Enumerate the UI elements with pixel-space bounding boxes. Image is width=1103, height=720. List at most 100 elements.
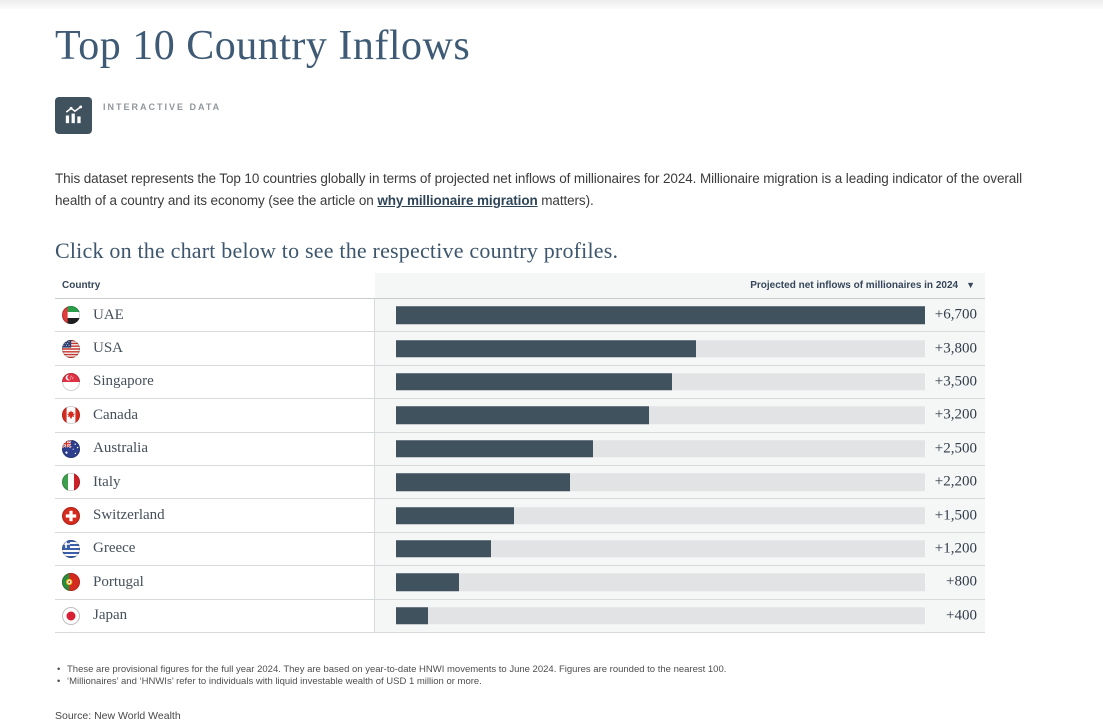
bar-track [396, 440, 925, 458]
country-cell[interactable]: Italy [55, 465, 375, 499]
chart-cell[interactable]: +6,700 [375, 299, 985, 332]
page-title: Top 10 Country Inflows [55, 23, 471, 69]
subheading: Click on the chart below to see the resp… [55, 238, 619, 263]
bar-track [396, 306, 925, 324]
bar-fill [396, 373, 673, 391]
japan-flag-icon [62, 606, 80, 625]
bar-track [396, 540, 925, 558]
bar-fill [396, 339, 697, 358]
chart-cell[interactable]: +2,500 [375, 432, 985, 465]
italy-flag-icon [62, 473, 80, 492]
chart-cell[interactable]: +3,200 [375, 399, 985, 432]
table-row[interactable]: USA +3,800 [55, 332, 985, 366]
country-label: Portugal [93, 573, 144, 590]
uae-flag-icon [62, 306, 80, 325]
bar-fill [396, 506, 515, 525]
country-label: Japan [93, 607, 128, 624]
country-cell[interactable]: Greece [55, 532, 375, 566]
chart-cell[interactable]: +1,500 [375, 499, 985, 532]
table-row[interactable]: Canada +3,200 [55, 399, 985, 433]
bar-value-label: +1,500 [934, 507, 977, 524]
bar-track [396, 573, 925, 592]
chart-cell[interactable]: +2,200 [375, 465, 985, 499]
country-cell[interactable]: Switzerland [55, 499, 375, 532]
sort-descending-icon[interactable]: ▼ [966, 280, 975, 290]
country-label: USA [93, 340, 124, 357]
country-cell[interactable]: Japan [55, 599, 375, 632]
column-header-inflows-label: Projected net inflows of millionaires in… [750, 280, 959, 291]
footnote-item: These are provisional figures for the fu… [55, 664, 1048, 676]
badge-label: INTERACTIVE DATA [103, 102, 222, 112]
switzerland-flag-icon [62, 506, 80, 525]
bar-fill [396, 473, 570, 491]
bar-fill [396, 606, 428, 625]
millionaire-migration-link[interactable]: why millionaire migration [377, 193, 538, 208]
interactive-data-badge: INTERACTIVE DATA [55, 97, 1048, 134]
chart-cell[interactable]: +1,200 [375, 532, 985, 566]
chart-cell[interactable]: +3,800 [375, 332, 985, 365]
country-label: Greece [93, 540, 136, 557]
footnotes-list: These are provisional figures for the fu… [55, 664, 1048, 688]
country-label: Australia [93, 440, 148, 457]
column-header-country: Country [62, 280, 101, 291]
inflows-table: Country Projected net inflows of million… [55, 273, 985, 633]
bar-value-label: +3,500 [934, 373, 977, 390]
country-label: Canada [93, 406, 138, 423]
footnote-item: ‘Millionaires’ and ‘HNWIs’ refer to indi… [55, 676, 1048, 688]
bar-track [396, 506, 925, 525]
country-cell[interactable]: UAE [55, 299, 375, 332]
bar-fill [396, 440, 594, 458]
singapore-flag-icon [62, 372, 80, 391]
chart-cell[interactable]: +3,500 [375, 365, 985, 399]
country-label: Italy [93, 473, 121, 490]
bar-value-label: +2,500 [934, 440, 977, 457]
table-row[interactable]: Switzerland +1,500 [55, 499, 985, 533]
description: This dataset represents the Top 10 count… [55, 168, 1048, 212]
bar-line-chart-icon [55, 97, 92, 134]
bar-track [396, 406, 925, 425]
usa-flag-icon [62, 339, 80, 358]
bar-track [396, 339, 925, 358]
greece-flag-icon [62, 539, 80, 558]
bar-track [396, 606, 925, 625]
table-row[interactable]: Australia +2,500 [55, 432, 985, 466]
country-label: UAE [93, 306, 124, 323]
description-intro: This dataset represents the Top 10 count… [55, 171, 1022, 208]
bar-fill [396, 406, 649, 425]
bar-track [396, 373, 925, 391]
bar-fill [396, 573, 460, 592]
chart-cell[interactable]: +800 [375, 566, 985, 599]
chart-cell[interactable]: +400 [375, 599, 985, 632]
australia-flag-icon [62, 439, 80, 458]
bar-value-label: +3,800 [934, 340, 977, 357]
country-label: Singapore [93, 373, 154, 390]
table-row[interactable]: Japan +400 [55, 599, 985, 633]
country-label: Switzerland [93, 507, 165, 524]
table-row[interactable]: Greece +1,200 [55, 532, 985, 567]
bar-fill [396, 540, 491, 558]
table-row[interactable]: Portugal +800 [55, 566, 985, 600]
country-cell[interactable]: Canada [55, 399, 375, 432]
country-cell[interactable]: Portugal [55, 566, 375, 599]
bar-value-label: +1,200 [934, 540, 977, 557]
bar-value-label: +400 [946, 607, 977, 624]
country-cell[interactable]: USA [55, 332, 375, 365]
source-attribution: Source: New World Wealth [55, 709, 181, 720]
bar-value-label: +6,700 [934, 306, 977, 323]
table-rows: UAE +6,700 USA +3,800 Singapore +3,500 C… [55, 299, 985, 633]
description-outro: matters). [537, 193, 594, 208]
bar-value-label: +800 [946, 573, 977, 590]
column-header-inflows[interactable]: Projected net inflows of millionaires in… [375, 273, 985, 298]
country-cell[interactable]: Australia [55, 432, 375, 465]
table-row[interactable]: Italy +2,200 [55, 465, 985, 500]
bar-value-label: +3,200 [934, 406, 977, 423]
table-header-row: Country Projected net inflows of million… [55, 273, 985, 299]
top-border-band [0, 0, 1103, 9]
table-row[interactable]: Singapore +3,500 [55, 365, 985, 400]
country-cell[interactable]: Singapore [55, 365, 375, 399]
bar-value-label: +2,200 [934, 473, 977, 490]
table-row[interactable]: UAE +6,700 [55, 299, 985, 333]
canada-flag-icon [62, 406, 80, 425]
bar-track [396, 473, 925, 491]
